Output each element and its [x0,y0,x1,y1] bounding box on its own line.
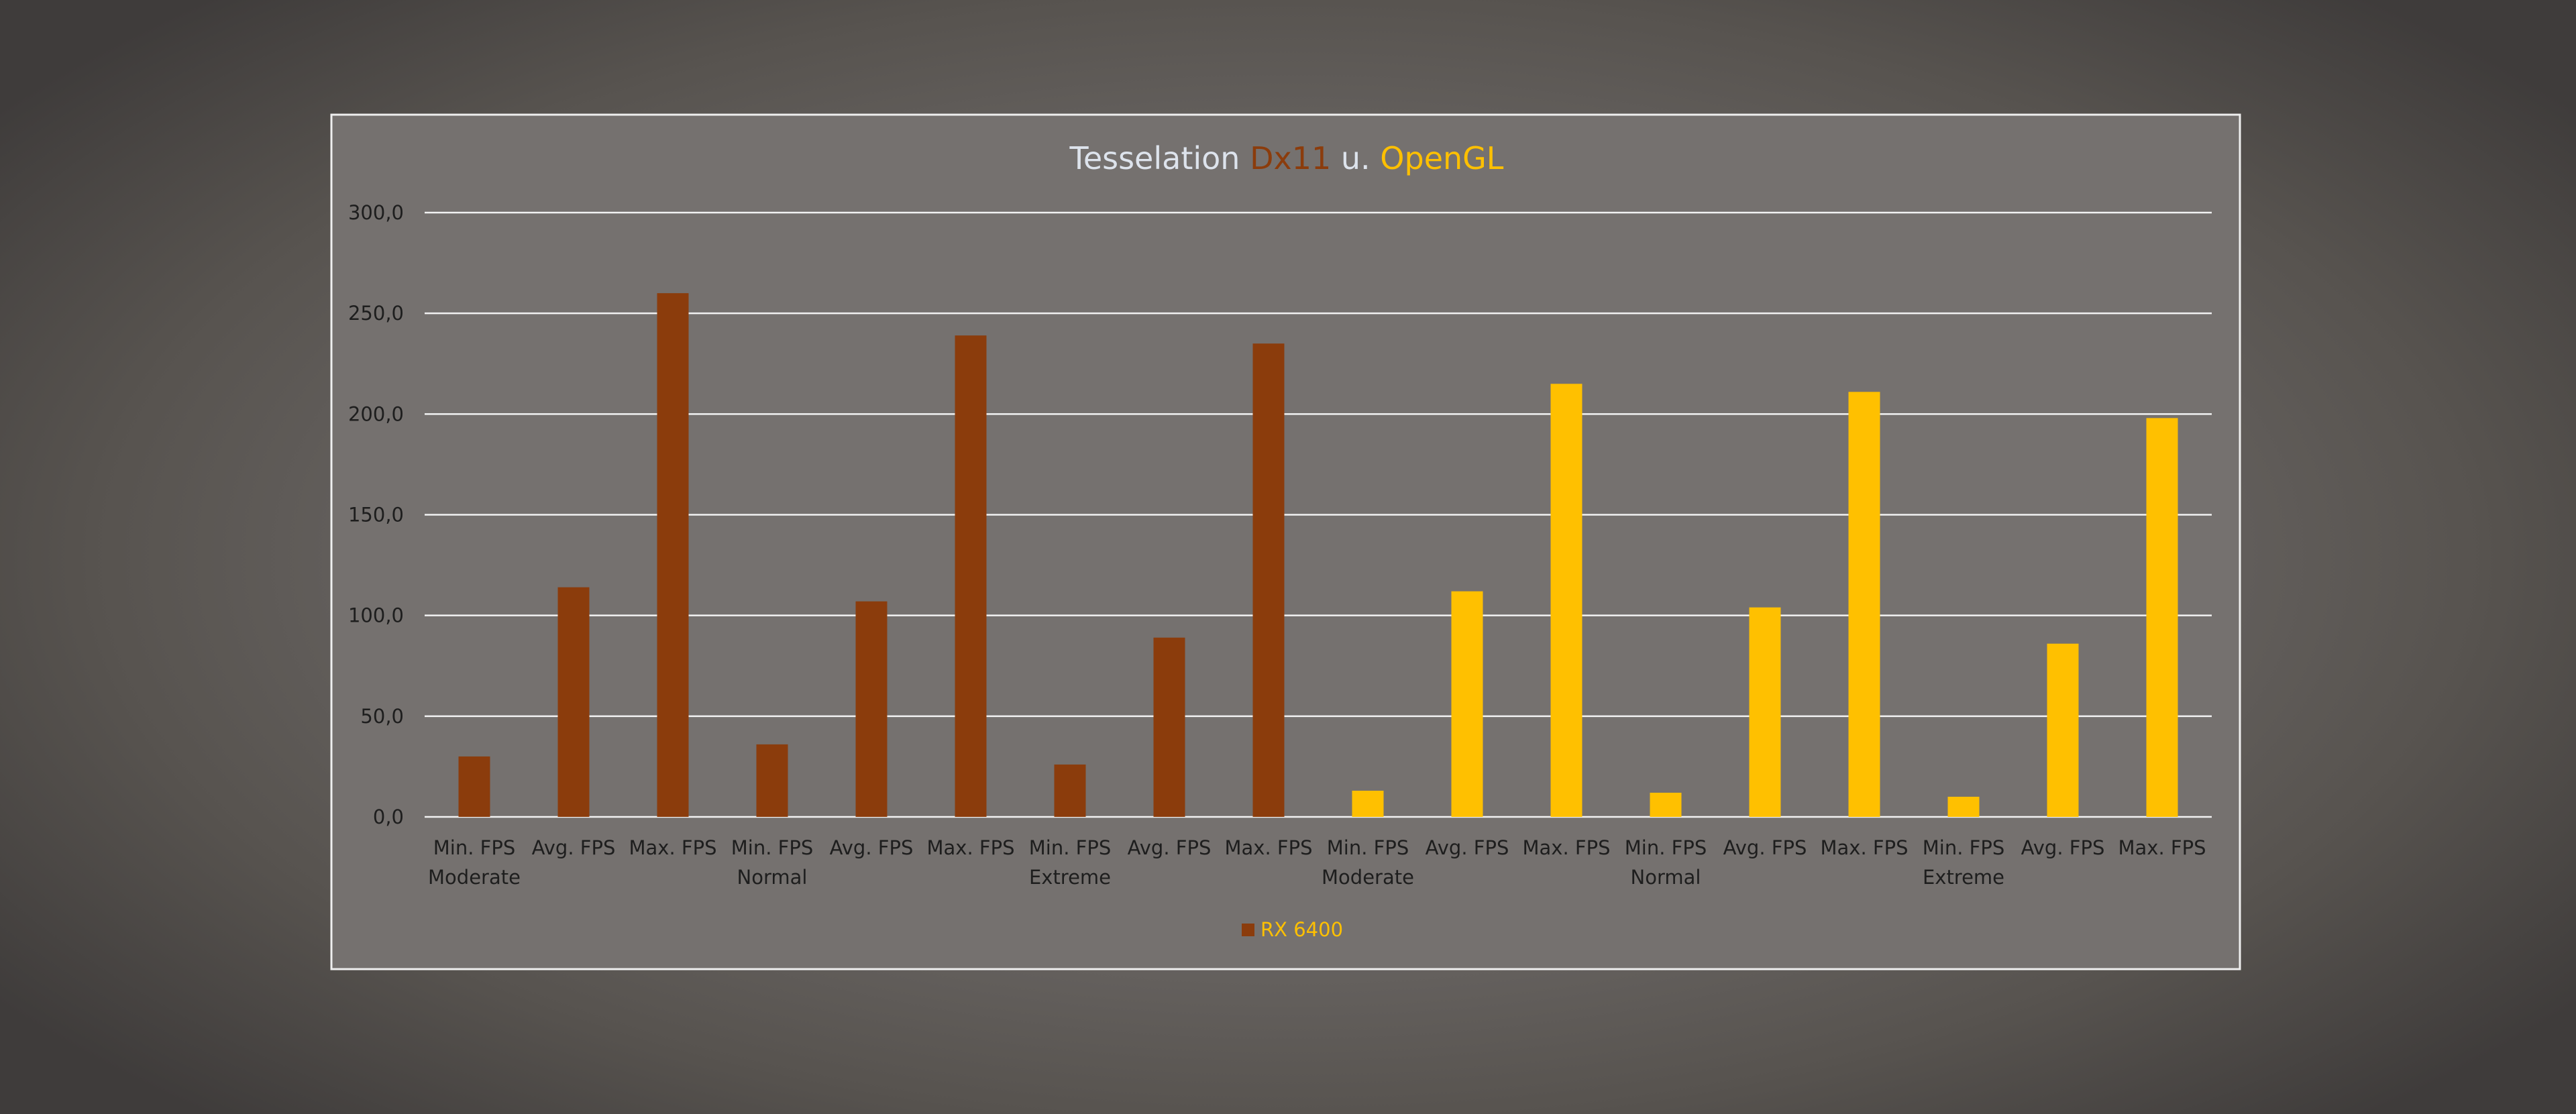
y-tick-label: 250,0 [348,302,404,325]
chart-title-segment: u. [1331,140,1380,176]
y-axis-tick-labels: 0,0 50,0 100,0 150,0 200,0 250,0 300,0 [348,201,404,828]
bar [1550,384,1582,817]
x-axis-group-labels: Moderate Normal Extreme Moderate Normal Extre… [428,866,2004,889]
x-tick-label: Avg. FPS [1723,836,1807,859]
bar [657,293,689,818]
bar [1947,796,1980,817]
gridlines [425,211,2212,818]
bar [1352,790,1384,817]
x-tick-label: Max. FPS [927,836,1015,859]
x-tick-label: Avg. FPS [1426,836,1509,859]
x-axis-category-labels: Min. FPS Avg. FPS Max. FPS Min. FPS Avg. FPS… [433,836,2206,859]
y-tick-label: 50,0 [360,705,404,728]
bar [1054,764,1086,817]
x-tick-label: Min. FPS [731,836,813,859]
x-tick-label: Min. FPS [1923,836,2004,859]
legend-marker [1242,924,1254,936]
bar [2146,418,2178,817]
x-tick-label: Avg. FPS [532,836,616,859]
bar [1749,607,1781,817]
x-group-label: Extreme [1029,866,1111,889]
y-tick-label: 0,0 [373,805,404,828]
x-tick-label: Min. FPS [1029,836,1111,859]
y-tick-label: 100,0 [348,604,404,627]
legend: RX 6400 [1242,918,1343,941]
x-tick-label: Avg. FPS [830,836,914,859]
y-tick-label: 150,0 [348,504,404,526]
bar [1252,343,1285,817]
x-tick-label: Min. FPS [1327,836,1409,859]
x-tick-label: Max. FPS [1225,836,1313,859]
y-tick-label: 200,0 [348,402,404,425]
chart-title-segment: OpenGL [1380,140,1504,176]
x-group-label: Moderate [1322,866,1414,889]
chart-title-segment: Dx11 [1250,140,1331,176]
x-tick-label: Min. FPS [1625,836,1707,859]
bar [2047,643,2079,817]
x-group-label: Normal [737,866,808,889]
x-group-label: Extreme [1923,866,2004,889]
legend-label: RX 6400 [1260,918,1343,941]
bar [458,756,490,817]
chart-area [330,113,2241,970]
x-tick-label: Max. FPS [1821,836,1909,859]
x-tick-label: Max. FPS [629,836,717,859]
chart-title-segment: Tesselation [1069,140,1250,176]
y-tick-label: 300,0 [348,201,404,224]
x-group-label: Moderate [428,866,521,889]
bar [1451,591,1483,817]
bar [955,335,987,817]
bar [1153,637,1185,817]
x-tick-label: Max. FPS [2118,836,2206,859]
bar [756,744,788,817]
bar [557,587,590,817]
x-tick-label: Avg. FPS [1128,836,1212,859]
x-group-label: Normal [1631,866,1701,889]
bar [1650,792,1682,817]
x-tick-label: Avg. FPS [2021,836,2105,859]
bar [1848,392,1880,817]
bars [458,293,2178,818]
bar [855,601,888,817]
x-tick-label: Min. FPS [433,836,515,859]
x-tick-label: Max. FPS [1523,836,1611,859]
chart-title: Tesselation Dx11 u. OpenGL [1069,140,1504,176]
